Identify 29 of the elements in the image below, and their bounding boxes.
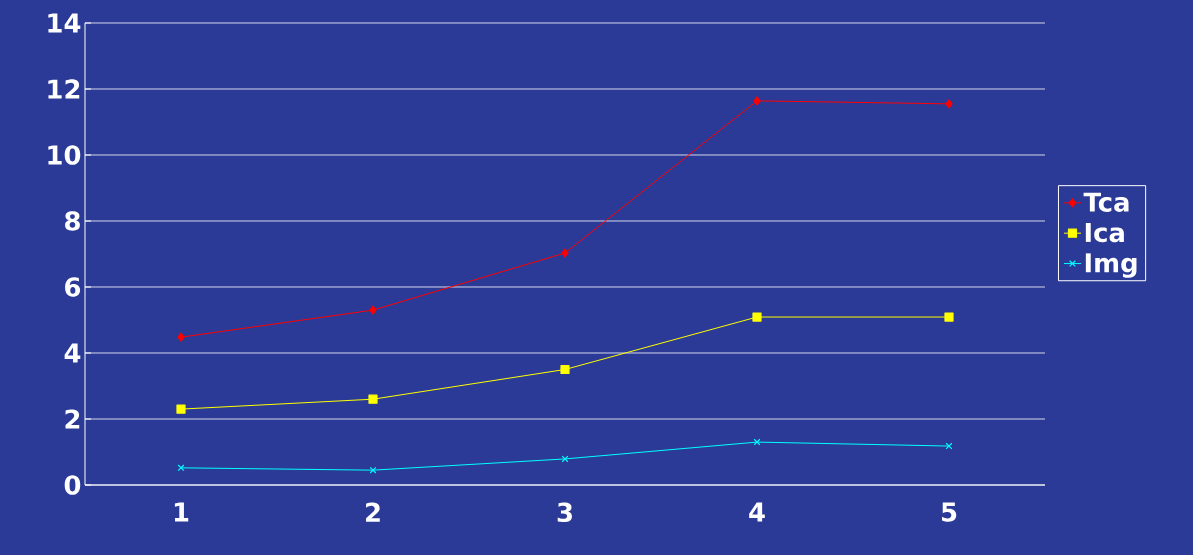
x-tick-label: 3 (557, 502, 572, 523)
y-tick-label: 4 (64, 343, 81, 363)
x-tick-label: 1 (174, 502, 189, 522)
point (176, 404, 186, 414)
point (944, 312, 954, 322)
point (368, 394, 378, 404)
point (945, 99, 953, 109)
legend-label: Tca (1083, 192, 1129, 212)
point (177, 464, 185, 472)
point (369, 305, 377, 315)
y-tick-label: 12 (48, 79, 80, 99)
y-tick-label: 0 (64, 475, 81, 495)
y-tick-label: 10 (48, 145, 81, 165)
y-tick-label: 14 (48, 13, 81, 33)
point (753, 96, 761, 106)
point (561, 248, 569, 258)
point (369, 466, 377, 474)
y-tick-label: 8 (65, 211, 80, 231)
legend-label: Ica (1085, 223, 1124, 243)
point (753, 438, 761, 446)
x-tick-label: 5 (941, 502, 957, 522)
y-tick-label: 6 (65, 277, 81, 297)
point (752, 312, 762, 322)
y-tick-label: 2 (65, 409, 80, 429)
x-tick-label: 4 (749, 502, 765, 522)
legend-label: Img (1085, 253, 1137, 278)
point (177, 332, 185, 342)
point (560, 364, 570, 375)
x-tick-label: 2 (366, 502, 380, 522)
